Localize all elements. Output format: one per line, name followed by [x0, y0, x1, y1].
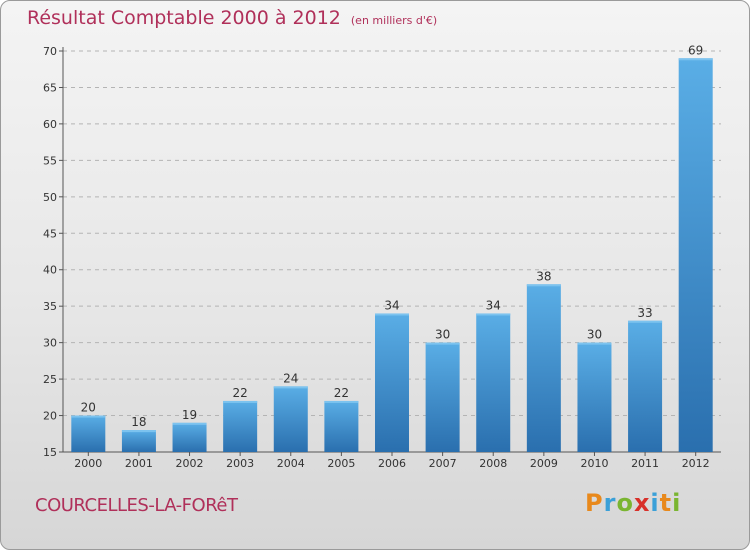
- bar-highlight-2008: [476, 313, 511, 316]
- value-label-2002: 19: [182, 408, 197, 422]
- y-tick-label-50: 50: [43, 191, 57, 204]
- x-tick-label-2011: 2011: [631, 457, 659, 470]
- bar-highlight-2004: [273, 386, 308, 389]
- bar-2011: [628, 320, 663, 452]
- bar-highlight-2010: [577, 342, 612, 345]
- bar-2001: [121, 430, 156, 452]
- bar-highlight-2001: [121, 430, 156, 433]
- x-tick-label-2000: 2000: [74, 457, 102, 470]
- value-label-2000: 20: [81, 401, 96, 415]
- logo-letter: r: [603, 489, 617, 517]
- y-tick-label-65: 65: [43, 81, 57, 94]
- y-tick-label-25: 25: [43, 373, 57, 386]
- x-tick-label-2006: 2006: [378, 457, 406, 470]
- bar-2010: [577, 342, 612, 452]
- value-label-2008: 34: [486, 298, 501, 312]
- bar-highlight-2011: [628, 320, 663, 323]
- bar-highlight-2005: [324, 400, 359, 403]
- logo-letter: t: [659, 489, 673, 517]
- x-tick-label-2004: 2004: [277, 457, 305, 470]
- x-tick-label-2003: 2003: [226, 457, 254, 470]
- title-text: Résultat Comptable 2000 à 2012: [27, 7, 341, 29]
- logo-letter: i: [650, 489, 660, 517]
- x-tick-label-2001: 2001: [125, 457, 153, 470]
- y-tick-label-55: 55: [43, 154, 57, 167]
- bar-2000: [71, 415, 106, 452]
- bar-2009: [526, 284, 561, 452]
- chart-subtitle: (en milliers d'€): [350, 14, 438, 27]
- y-tick-label-30: 30: [43, 337, 57, 350]
- value-label-2004: 24: [283, 371, 298, 385]
- bar-highlight-2009: [526, 284, 561, 287]
- bar-2006: [375, 313, 409, 452]
- bar-highlight-2000: [71, 415, 106, 418]
- bar-chart: 15 20 25 30 35 40 45 50 55 60 65 70 20 2000 18 2001 19 20…: [43, 43, 721, 470]
- bar-2003: [223, 400, 258, 452]
- x-tick-label-2009: 2009: [530, 457, 558, 470]
- logo-letter: i: [672, 489, 682, 517]
- bar-2012: [678, 58, 713, 453]
- value-label-2007: 30: [435, 328, 450, 342]
- chart-title: Résultat Comptable 2000 à 2012 (en millie…: [27, 7, 437, 29]
- bar-highlight-2002: [172, 422, 207, 425]
- bar-2002: [172, 422, 207, 452]
- value-label-2006: 34: [384, 298, 399, 312]
- x-tick-label-2010: 2010: [580, 457, 608, 470]
- bar-highlight-2006: [375, 313, 409, 316]
- value-label-2001: 18: [131, 415, 146, 429]
- y-tick-label-60: 60: [43, 118, 57, 131]
- y-tick-label-35: 35: [43, 300, 57, 313]
- bar-2008: [476, 313, 511, 452]
- commune-name: COURCELLES-LA-FORêT: [35, 495, 238, 516]
- bar-highlight-2012: [678, 58, 713, 61]
- y-tick-label-45: 45: [43, 227, 57, 240]
- value-label-2005: 22: [334, 386, 349, 400]
- value-label-2011: 33: [637, 306, 652, 320]
- x-tick-label-2008: 2008: [479, 457, 507, 470]
- value-label-2003: 22: [233, 386, 248, 400]
- logo-letter: P: [585, 489, 604, 517]
- value-label-2012: 69: [688, 43, 703, 57]
- y-tick-label-40: 40: [43, 264, 57, 277]
- x-tick-label-2005: 2005: [327, 457, 355, 470]
- y-tick-label-20: 20: [43, 410, 57, 423]
- y-tick-label-70: 70: [43, 45, 57, 58]
- y-tick-label-15: 15: [43, 446, 57, 459]
- value-label-2010: 30: [587, 328, 602, 342]
- bar-highlight-2003: [223, 400, 258, 403]
- bar-highlight-2007: [425, 342, 460, 345]
- value-label-2009: 38: [536, 269, 551, 283]
- x-tick-label-2002: 2002: [176, 457, 204, 470]
- x-tick-label-2007: 2007: [429, 457, 457, 470]
- logo-letter: o: [616, 489, 634, 517]
- proxiti-logo: Proxiti: [585, 489, 681, 517]
- bar-2005: [324, 400, 359, 452]
- logo-letter: x: [633, 489, 651, 517]
- bar-2007: [425, 342, 460, 452]
- bar-2004: [273, 386, 308, 452]
- x-tick-label-2012: 2012: [682, 457, 710, 470]
